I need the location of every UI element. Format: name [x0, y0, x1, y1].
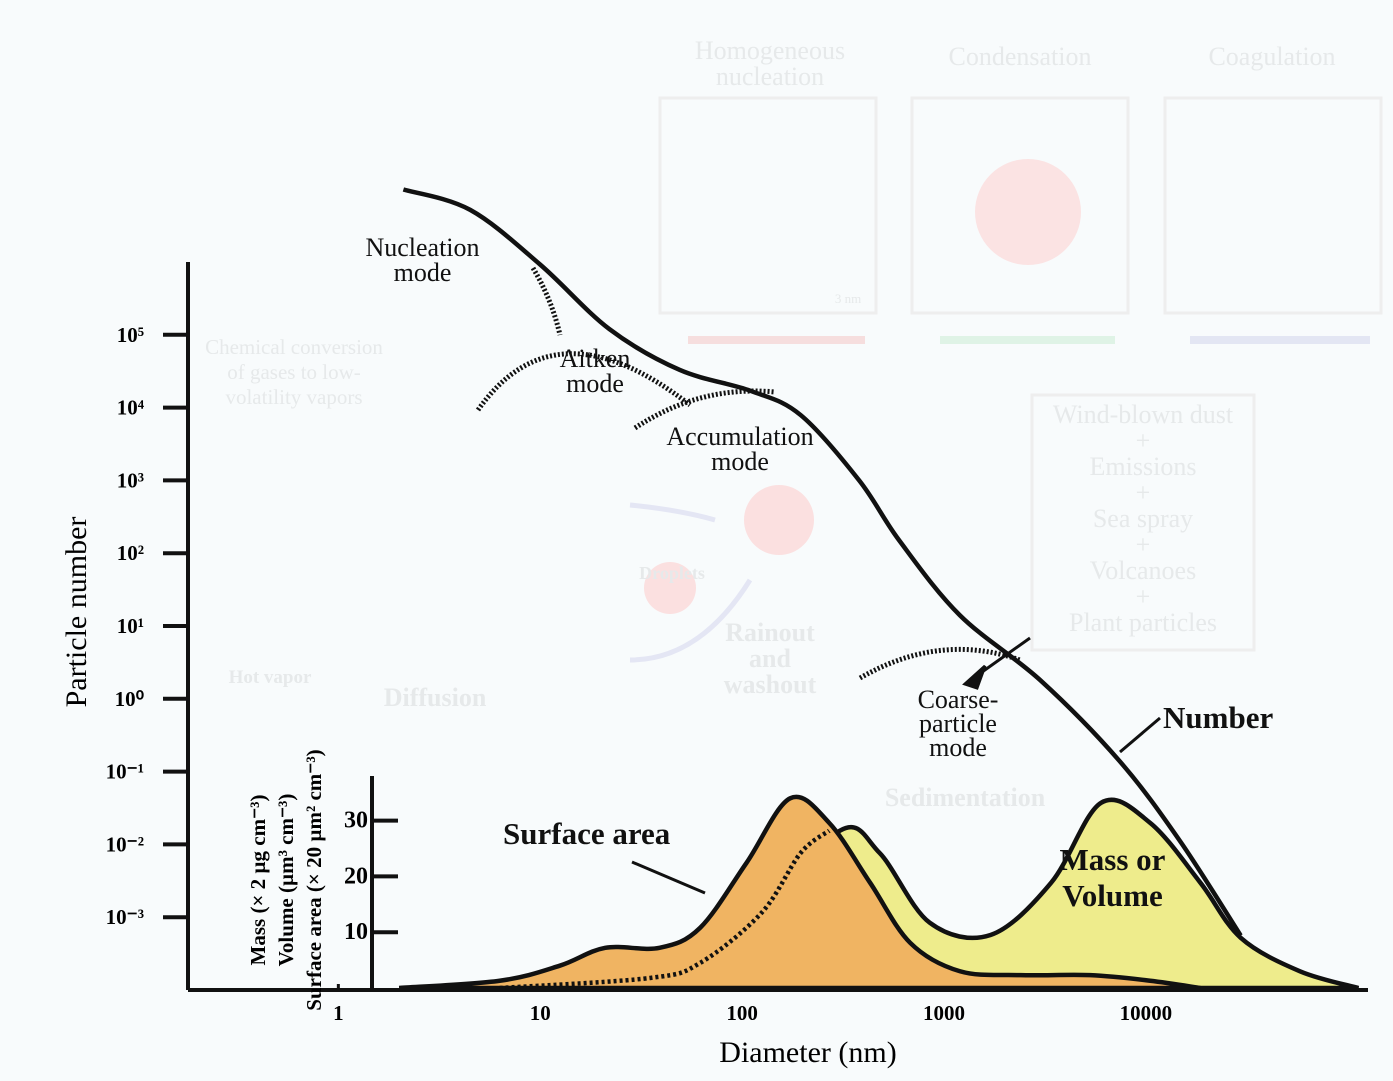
annotation: Accumulation mode	[645, 424, 835, 474]
series-label: Number	[1163, 700, 1273, 736]
bg-label: Volcanoes	[1032, 558, 1254, 584]
bg-label: +	[1032, 532, 1254, 558]
annotation: Aitken mode	[540, 346, 650, 396]
annotation: Coarse-particle mode	[903, 688, 1013, 760]
annotation: Nucleation mode	[345, 235, 500, 285]
bg-label: 3 nm	[828, 286, 868, 312]
page: 1 10 100 1000 10000 10⁵ 10⁴ 10³ 10² 10¹ 10⁰ 10⁻¹ 10⁻…	[0, 0, 1393, 1081]
x-tick-label: 1000	[923, 1001, 965, 1025]
series-label: Mass or Volume	[1045, 842, 1180, 914]
series-label: Surface area	[503, 816, 670, 852]
bg-label: Wind-blown dust	[1032, 402, 1254, 428]
bg-label: Plant particles	[1032, 610, 1254, 636]
bg-label: Emissions	[1032, 454, 1254, 480]
y-tick-label: 10⁻¹	[106, 760, 144, 784]
x-axis-label: Diameter (nm)	[719, 1036, 896, 1069]
y-tick-label: 10⁻³	[106, 905, 144, 929]
y-tick-label: 20	[344, 863, 368, 889]
bg-label: Sea spray	[1032, 506, 1254, 532]
y-tick-label: 10⁰	[115, 687, 145, 711]
y-tick-label: 10⁴	[117, 396, 145, 420]
y-axis-label: Volume (µm³ cm⁻³)	[274, 794, 298, 967]
y-axis-label: Particle number	[60, 517, 93, 708]
x-tick-label: 1	[333, 1001, 344, 1025]
bg-label: Hot vapor	[210, 665, 330, 691]
bg-label: Diffusion	[365, 685, 505, 711]
x-tick-label: 10000	[1120, 1001, 1173, 1025]
y-tick-label: 10⁵	[117, 323, 144, 347]
y-tick-label: 10⁻²	[106, 832, 144, 856]
bg-label: Condensation	[920, 44, 1120, 70]
y-tick-label: 10³	[117, 468, 144, 492]
y-axis-label: Surface area (× 20 µm² cm⁻³)	[302, 749, 326, 1010]
bg-label: +	[1032, 480, 1254, 506]
background-art	[630, 98, 1381, 660]
y-axis-label: Mass (× 2 µg cm⁻³)	[246, 795, 270, 966]
y-tick-label: 10	[344, 919, 368, 945]
bg-label: +	[1032, 584, 1254, 610]
x-tick-label: 10	[530, 1001, 551, 1025]
bg-label: Sedimentation	[870, 785, 1060, 811]
bg-label: Droplets	[622, 560, 722, 586]
bg-label: Rainout and washout	[715, 620, 825, 698]
x-tick-label: 100	[726, 1001, 758, 1025]
bg-label: Coagulation	[1172, 44, 1372, 70]
bg-label: +	[1032, 428, 1254, 454]
bg-label: Homogeneous nucleation	[670, 38, 870, 90]
bg-list: Wind-blown dust + Emissions + Sea spray …	[1032, 402, 1254, 636]
y-tick-label: 10²	[117, 541, 144, 565]
y-tick-label: 10¹	[117, 614, 144, 638]
bg-label: Chemical conversion of gases to low-vola…	[195, 335, 393, 410]
y-tick-label: 30	[344, 808, 368, 834]
